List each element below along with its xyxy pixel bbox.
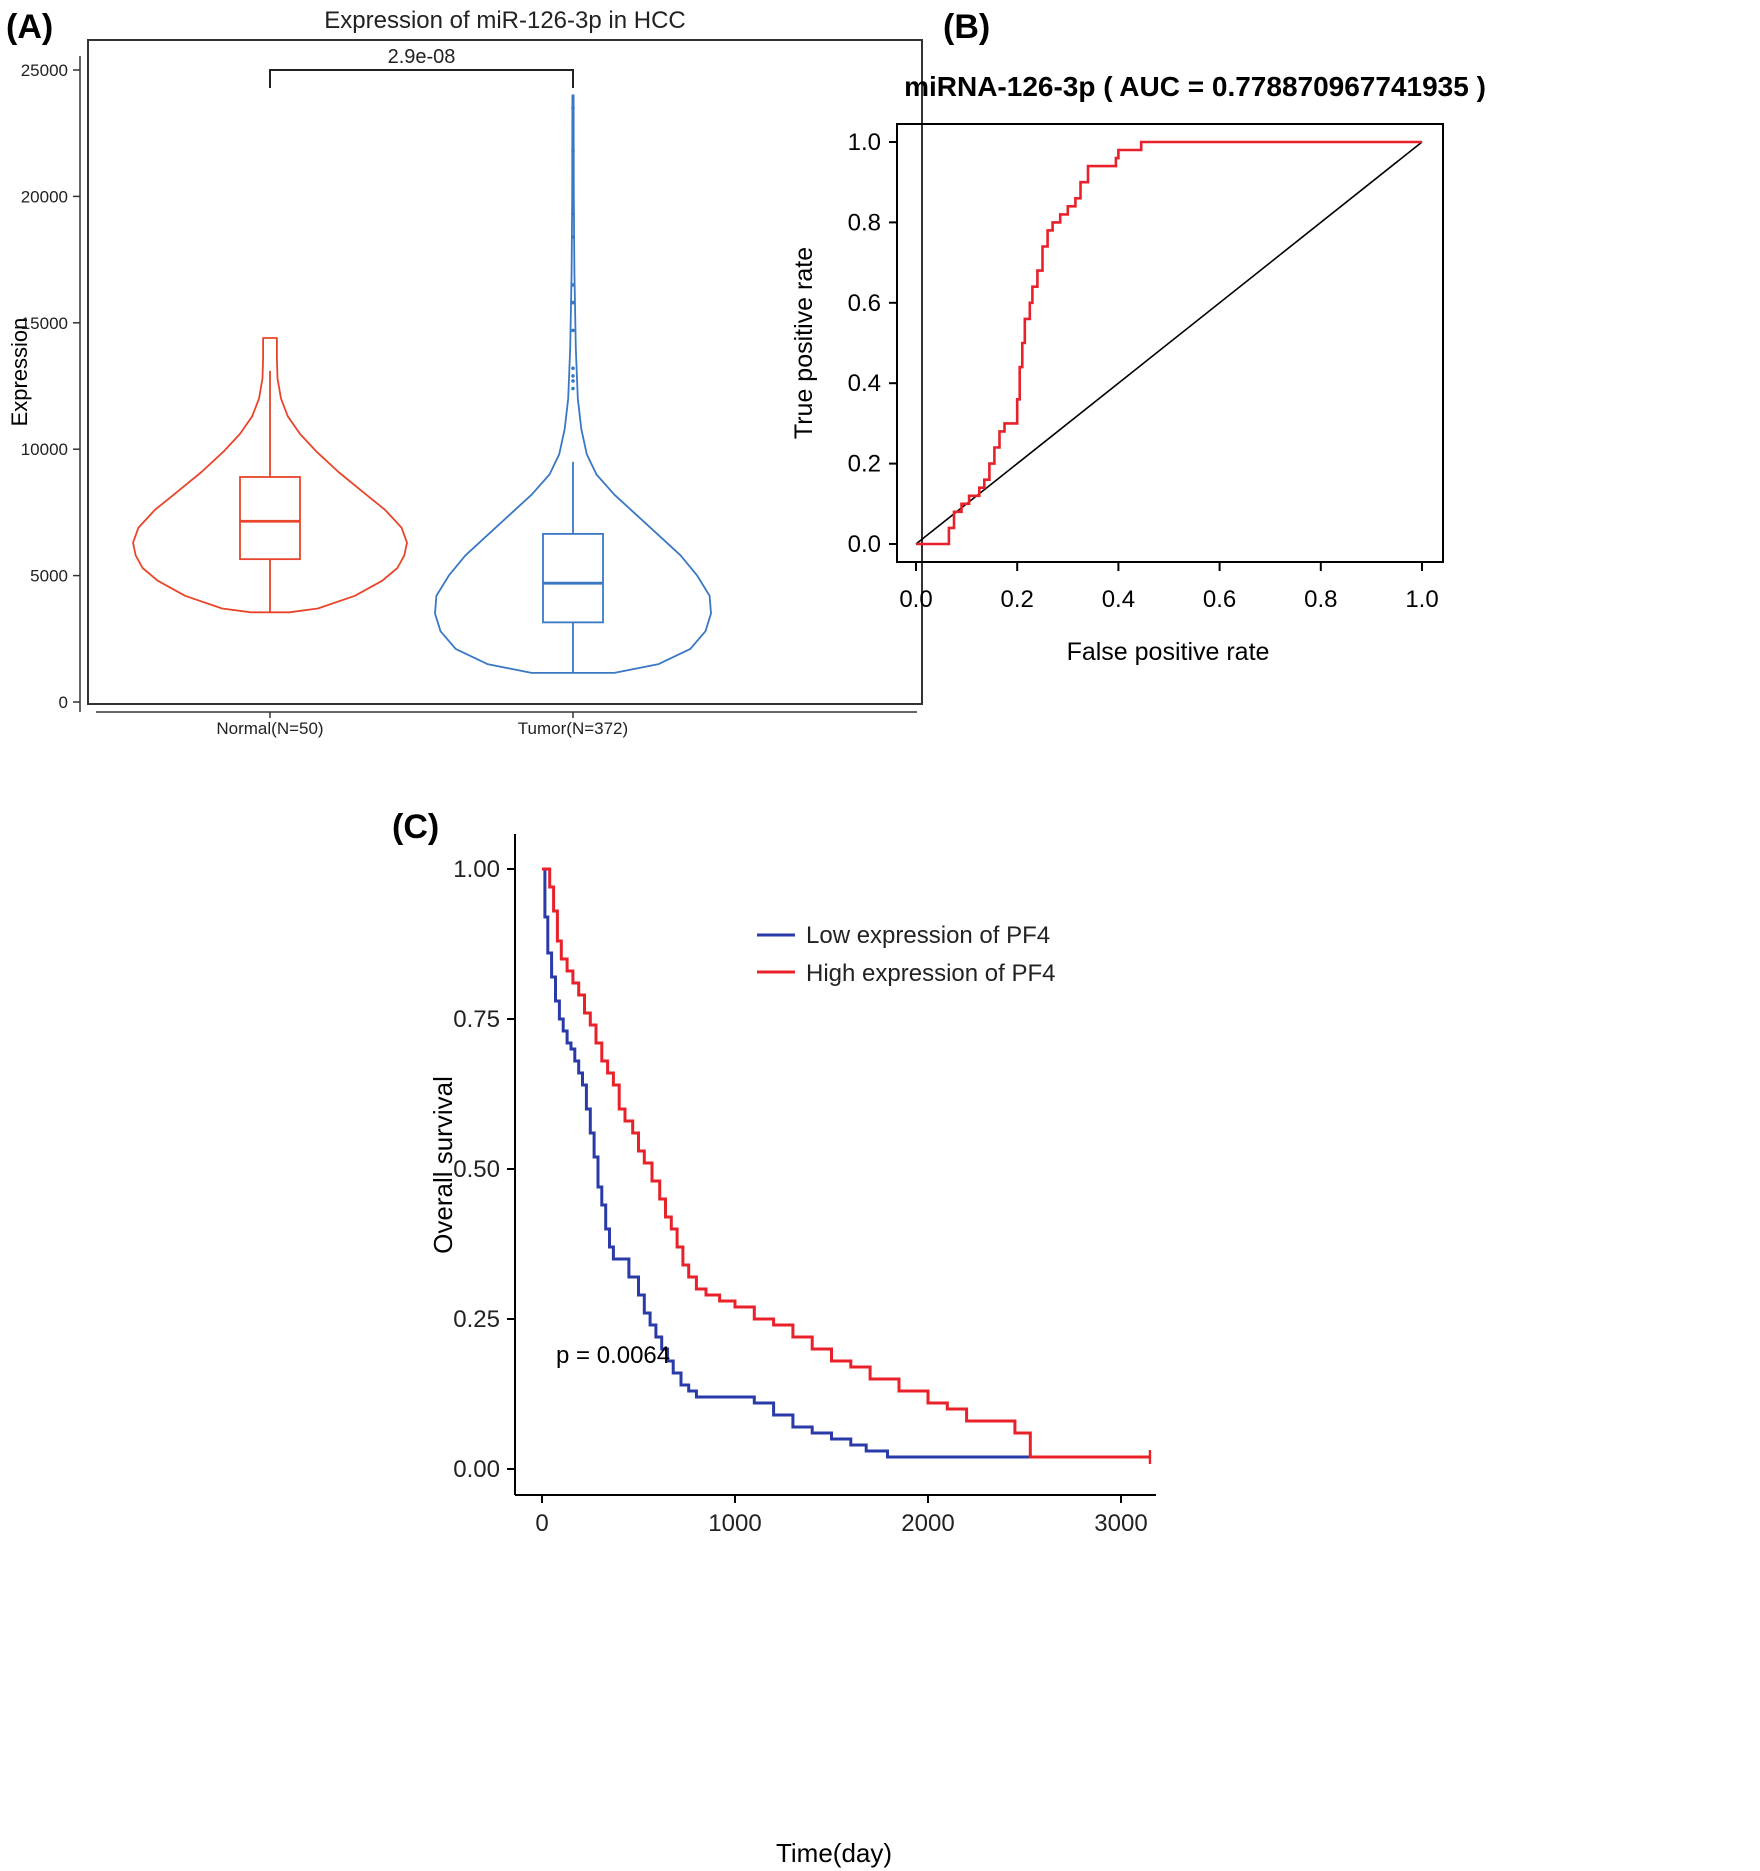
chart-a-violins (132, 94, 712, 674)
x-tick-label: 2000 (901, 1510, 954, 1537)
significance-bracket-line (269, 69, 574, 88)
survival-curve-high (542, 867, 1150, 1459)
y-tick-label: 0.6 (848, 290, 881, 317)
panel-c: (C) Time(day) Overall survival 0.000.250… (392, 808, 1156, 1868)
chart-c-x-axis: 0 1000 2000 3000 (535, 1495, 1148, 1537)
x-tick-label: 1000 (708, 1510, 761, 1537)
panel-label-b: (B) (943, 8, 990, 46)
y-tick-label: 0.50 (453, 1156, 500, 1183)
box-iqr (542, 532, 604, 624)
chart-b-title: miRNA-126-3p ( AUC = 0.778870967741935 ) (904, 71, 1486, 102)
x-tick-label: 0.6 (1203, 586, 1236, 613)
chart-b-y-axis: 0.0 0.2 0.4 0.6 0.8 1.0 (848, 129, 897, 558)
significance-p-value: 2.9e-08 (388, 46, 456, 68)
y-tick-label: 15000 (21, 314, 68, 333)
y-tick-label: 0.25 (453, 1306, 500, 1333)
y-tick-label: 25000 (21, 61, 68, 80)
y-tick-label: 0.2 (848, 451, 881, 478)
violin-shape (434, 94, 712, 674)
chart-a-x-axis: Normal(N=50) Tumor(N=372) (96, 711, 917, 738)
chart-a-title: Expression of miR-126-3p in HCC (324, 7, 685, 34)
chart-a-y-axis-label: Expression (7, 318, 32, 427)
chart-b-roc-curves (915, 140, 1423, 546)
legend-label-low: Low expression of PF4 (806, 922, 1050, 949)
outlier-point (571, 235, 575, 239)
legend-label-high: High expression of PF4 (806, 960, 1055, 987)
y-tick-label: 1.00 (453, 856, 500, 883)
chart-c-y-axis-label: Overall survival (428, 1076, 458, 1254)
chart-c-p-value: p = 0.0064 (556, 1342, 670, 1369)
outlier-point (571, 328, 575, 333)
chart-b-plot-frame (896, 123, 1444, 563)
panel-label-a: (A) (6, 8, 53, 46)
x-tick-label: 0.2 (1001, 586, 1034, 613)
chart-a-plot-frame (87, 39, 923, 705)
y-tick-label: 0 (59, 693, 68, 712)
violin-shape (132, 337, 408, 614)
outlier-point (571, 300, 575, 305)
chart-c-x-axis-label: Time(day) (776, 1838, 892, 1868)
x-tick-label: 3000 (1094, 1510, 1147, 1537)
outlier-point (571, 366, 575, 371)
y-tick-label: 1.0 (848, 129, 881, 156)
violin-group (434, 94, 712, 674)
survival-curve-low (542, 867, 1150, 1459)
roc-curve (916, 140, 1422, 546)
outlier-point (571, 212, 575, 216)
chart-c-legend: Low expression of PF4 High expression of… (757, 922, 1055, 987)
box-iqr (239, 476, 301, 561)
violin-group (132, 337, 408, 614)
y-tick-label: 0.8 (848, 209, 881, 236)
panel-a: (A) Expression of miR-126-3p in HCC Expr… (6, 7, 923, 738)
y-tick-label: 0.00 (453, 1456, 500, 1483)
x-tick-label: 0 (535, 1510, 548, 1537)
y-tick-label: 0.0 (848, 531, 881, 558)
chart-c-y-axis: 0.00 0.25 0.50 0.75 1.00 (453, 856, 515, 1483)
chart-c-survival-curves (542, 867, 1152, 1464)
chart-b-x-axis: 0.0 0.2 0.4 0.6 0.8 1.0 (899, 562, 1439, 613)
y-tick-label: 5000 (30, 567, 68, 586)
chart-b-x-axis-label: False positive rate (1067, 638, 1270, 666)
y-tick-label: 20000 (21, 187, 68, 206)
y-tick-label: 10000 (21, 440, 68, 459)
chart-a-significance-bracket: 2.9e-08 (269, 46, 574, 88)
x-tick-label: 0.0 (899, 586, 932, 613)
outlier-point (571, 379, 575, 383)
chart-b-y-axis-label: True positive rate (790, 247, 818, 439)
y-tick-label: 0.4 (848, 370, 881, 397)
outlier-point (571, 106, 575, 110)
panel-label-c: (C) (392, 808, 439, 846)
x-tick-label: 0.4 (1102, 586, 1135, 613)
panel-b: (B) miRNA-126-3p ( AUC = 0.7788709677419… (790, 8, 1486, 666)
outlier-point (571, 374, 575, 378)
outlier-point (571, 386, 575, 391)
x-tick-label: Normal(N=50) (216, 719, 323, 738)
chart-a-y-axis: 0 5000 10000 15000 20000 25000 (21, 56, 81, 712)
outlier-point (571, 283, 575, 287)
x-tick-label: Tumor(N=372) (518, 719, 628, 738)
x-tick-label: 1.0 (1405, 586, 1438, 613)
reference-diagonal (915, 141, 1423, 545)
y-tick-label: 0.75 (453, 1006, 500, 1033)
outlier-point (571, 149, 575, 153)
x-tick-label: 0.8 (1304, 586, 1337, 613)
